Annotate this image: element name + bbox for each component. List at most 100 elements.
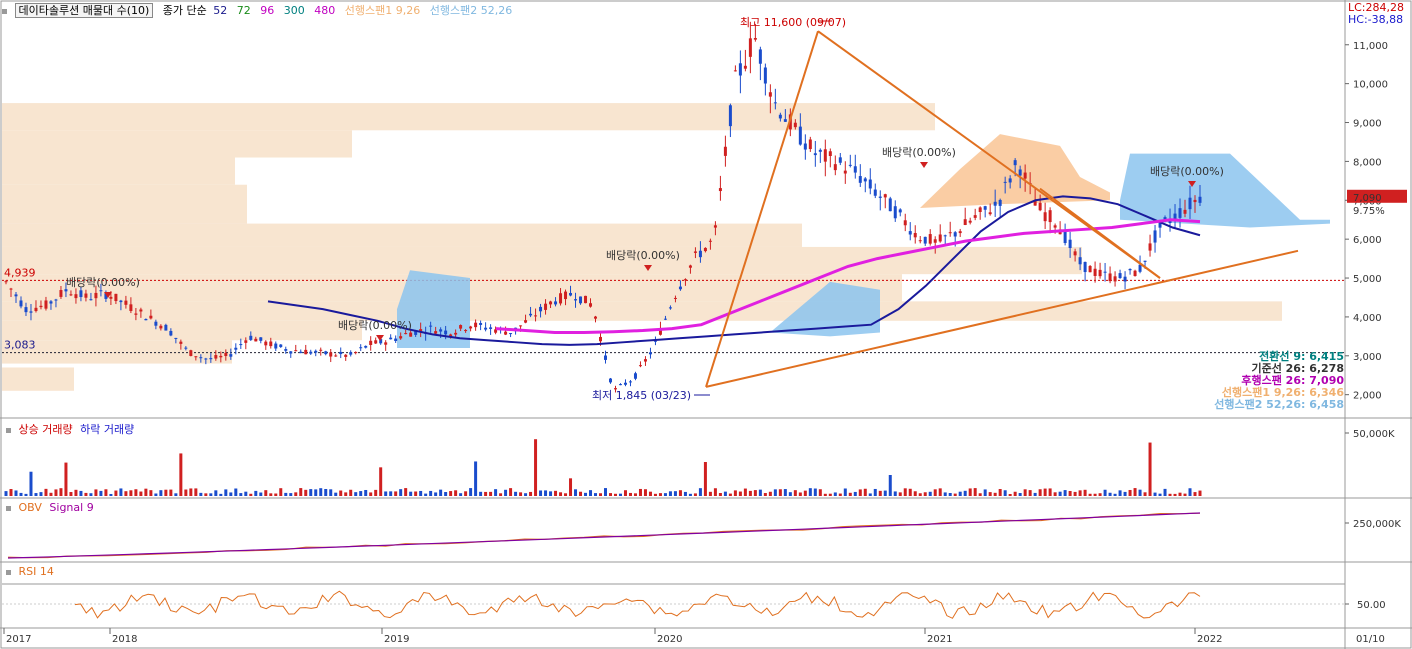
volume-bar bbox=[748, 490, 752, 496]
candle-body bbox=[584, 295, 588, 304]
x-tick-label: 2017 bbox=[6, 634, 31, 645]
candle-body bbox=[1198, 196, 1202, 203]
volume-bar bbox=[808, 488, 812, 496]
candle-body bbox=[1093, 268, 1097, 276]
volume-bar bbox=[658, 493, 662, 496]
lc-readout: LC:284,28 bbox=[1348, 1, 1405, 14]
obv-signal-line bbox=[7, 512, 1201, 559]
candle-body bbox=[763, 67, 767, 84]
candle-body bbox=[289, 351, 293, 354]
volume-bar bbox=[229, 492, 233, 496]
candle-body bbox=[249, 335, 253, 340]
candle-body bbox=[199, 357, 203, 359]
candle-body bbox=[1053, 225, 1057, 228]
candle-body bbox=[254, 338, 258, 342]
volume-bar bbox=[978, 493, 982, 496]
y-tick-label: 8,000 bbox=[1353, 157, 1382, 168]
candle-body bbox=[1188, 197, 1192, 210]
volume-bar bbox=[594, 493, 598, 496]
candle-body bbox=[913, 232, 917, 238]
volume-bar bbox=[59, 488, 63, 496]
rsi-square-icon bbox=[6, 569, 11, 575]
y-tick-label: 3,000 bbox=[1353, 352, 1382, 363]
volume-bar bbox=[94, 489, 98, 496]
volume-bar bbox=[19, 492, 23, 496]
candle-body bbox=[1083, 261, 1087, 273]
volume-bar bbox=[119, 488, 123, 496]
candle-body bbox=[1063, 231, 1067, 244]
volume-bar bbox=[359, 491, 363, 496]
low-annotation: 최저 1,845 (03/23) bbox=[592, 389, 691, 402]
x-tick-label: 2020 bbox=[657, 634, 682, 645]
volume-bar bbox=[524, 493, 528, 496]
header-bar: 데이타솔루션 매물대 수(10) 종가 단순 52 72 96 300 480 … bbox=[2, 2, 512, 18]
level-label-3083: 3,083 bbox=[4, 339, 36, 352]
volume-bar bbox=[738, 491, 742, 496]
volume-bar bbox=[294, 492, 298, 496]
candle-body bbox=[903, 220, 907, 226]
candle-body bbox=[1143, 260, 1147, 262]
candle-body bbox=[19, 300, 23, 307]
volume-bar bbox=[773, 489, 777, 496]
volume-bar bbox=[554, 490, 558, 496]
volume-bar bbox=[1123, 491, 1127, 496]
volume-bar bbox=[434, 492, 438, 496]
ma52-line bbox=[267, 195, 1201, 346]
candle-body bbox=[1023, 172, 1027, 179]
level-label-4939: 4,939 bbox=[4, 266, 36, 279]
candle-body bbox=[384, 342, 388, 345]
volume-bar bbox=[833, 492, 837, 496]
volume-bar bbox=[1058, 491, 1062, 496]
volume-profile-band bbox=[2, 184, 247, 224]
candle-body bbox=[129, 304, 133, 311]
volume-bar bbox=[304, 489, 308, 496]
x-tick-label: 2022 bbox=[1197, 634, 1222, 645]
stock-title-box[interactable]: 데이타솔루션 매물대 수(10) bbox=[14, 3, 154, 18]
volume-bar bbox=[1008, 493, 1012, 496]
candle-body bbox=[564, 291, 568, 300]
candle-body bbox=[24, 307, 28, 313]
candle-body bbox=[688, 265, 692, 268]
candle-body bbox=[793, 122, 797, 128]
volume-bar bbox=[49, 492, 53, 496]
candle-body bbox=[394, 338, 398, 342]
candle-body bbox=[64, 289, 68, 292]
candle-body bbox=[803, 143, 807, 150]
candle-body bbox=[658, 328, 662, 335]
volume-bar bbox=[953, 493, 957, 496]
candle-body bbox=[628, 381, 632, 383]
volume-bar bbox=[449, 491, 453, 496]
candle-body bbox=[778, 114, 782, 119]
candle-body bbox=[84, 293, 88, 298]
obv-panel-title: OBV Signal 9 bbox=[6, 501, 94, 514]
rsi-tick-label: 50.00 bbox=[1357, 600, 1386, 611]
header-square-icon bbox=[2, 8, 7, 14]
volume-bar bbox=[379, 467, 383, 496]
volume-bar bbox=[603, 488, 607, 496]
candle-body bbox=[768, 92, 772, 97]
candle-body bbox=[54, 299, 58, 301]
candle-body bbox=[169, 330, 173, 336]
candle-body bbox=[194, 356, 198, 358]
candle-body bbox=[89, 299, 93, 301]
candle-body bbox=[1088, 266, 1092, 273]
volume-bar bbox=[733, 490, 737, 496]
dividend-marker-icon bbox=[644, 265, 652, 271]
volume-bar bbox=[778, 489, 782, 496]
volume-bar bbox=[678, 490, 682, 496]
candle-body bbox=[374, 340, 378, 344]
candle-body bbox=[1178, 208, 1182, 218]
volume-bar bbox=[713, 488, 717, 496]
candle-body bbox=[324, 351, 328, 355]
candle-body bbox=[569, 292, 573, 296]
candle-body bbox=[608, 378, 612, 383]
candle-body bbox=[119, 300, 123, 303]
candle-body bbox=[509, 333, 513, 335]
candle-body bbox=[389, 337, 393, 340]
volume-bar bbox=[4, 491, 8, 496]
volume-bar bbox=[1168, 493, 1172, 496]
candle-body bbox=[369, 340, 373, 345]
candle-body bbox=[898, 209, 902, 213]
candle-body bbox=[329, 352, 333, 357]
